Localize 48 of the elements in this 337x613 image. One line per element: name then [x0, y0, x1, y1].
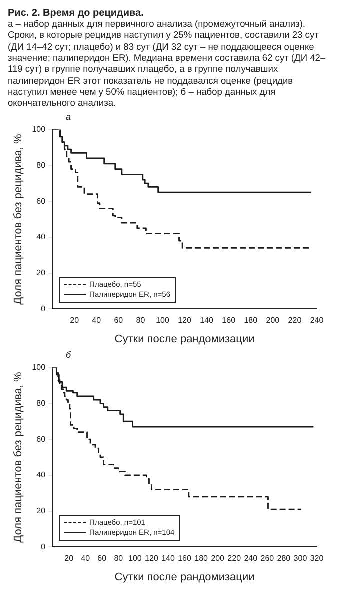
x-tick-label: 180 [244, 316, 258, 325]
y-tick-label: 20 [36, 506, 46, 516]
y-tick-label: 0 [41, 304, 46, 314]
x-tick-label: 120 [178, 316, 192, 325]
y-tick-label: 80 [36, 398, 46, 408]
y-tick-label: 60 [36, 196, 46, 206]
x-tick-label: 100 [156, 316, 170, 325]
x-tick-label: 160 [178, 554, 192, 563]
x-tick-label: 40 [81, 554, 91, 563]
x-tick-label: 40 [92, 316, 102, 325]
text: а [65, 112, 72, 122]
x-tick-label: 200 [211, 554, 226, 563]
x-tick-label: 60 [114, 316, 124, 325]
x-tick-label: 100 [128, 554, 142, 563]
x-axis-title: Сутки после рандомизации [114, 571, 255, 584]
x-tick-label: 200 [266, 316, 280, 325]
x-tick-label: 240 [310, 316, 324, 325]
chart-title: Рис. 2. Время до рецидива. [8, 8, 145, 19]
y-tick-label: 40 [36, 470, 46, 480]
x-tick-label: 160 [222, 316, 236, 325]
x-tick-label: 260 [260, 554, 275, 563]
text: б [65, 350, 72, 360]
y-tick-label: 60 [36, 434, 46, 444]
x-tick-label: 20 [70, 316, 80, 325]
x-tick-label: 20 [64, 554, 74, 563]
x-tick-label: 220 [288, 316, 302, 325]
y-tick-label: 100 [32, 124, 46, 134]
x-tick-label: 180 [194, 554, 209, 563]
y-tick-label: 80 [36, 160, 46, 170]
x-tick-label: 60 [98, 554, 108, 563]
y-tick-label: 20 [36, 268, 46, 278]
x-tick-label: 240 [244, 554, 258, 563]
y-tick-label: 0 [41, 542, 46, 552]
x-tick-label: 220 [228, 554, 242, 563]
chart-subtitle: а – набор данных для первичного анализа (промежуточный анализ). Сроки, в которые рецидив наступил у 25% пациентов, составили 23 сут (ДИ 14–42 сут; плацебо) и 83 сут (ДИ 32 сут – не поддающееся оценке значение; палиперидон ER). Медиана времени составила 62 сут (ДИ 42–119 сут) в группе получавших плацебо, а в группе получавших палиперидон ER этот показатель не поддавался оценке (рецидив наступил менее чем у 50% пациентов); б – набор данных для окончательного анализа. [8, 19, 327, 110]
x-tick-label: 80 [136, 316, 146, 325]
x-tick-label: 140 [200, 316, 214, 325]
y-tick-label: 100 [32, 362, 46, 372]
x-tick-label: 80 [114, 554, 124, 563]
x-tick-label: 280 [277, 554, 292, 563]
y-tick-label: 40 [36, 232, 46, 242]
x-tick-label: 120 [145, 554, 159, 563]
y-axis-title: Доля пациентов без рецидива, % [12, 134, 25, 304]
x-tick-label: 320 [310, 554, 324, 563]
x-axis-title: Сутки после рандомизации [114, 333, 255, 346]
y-axis-title: Доля пациентов без рецидива, % [12, 372, 25, 542]
x-tick-label: 140 [162, 554, 176, 563]
x-tick-label: 300 [294, 554, 308, 563]
